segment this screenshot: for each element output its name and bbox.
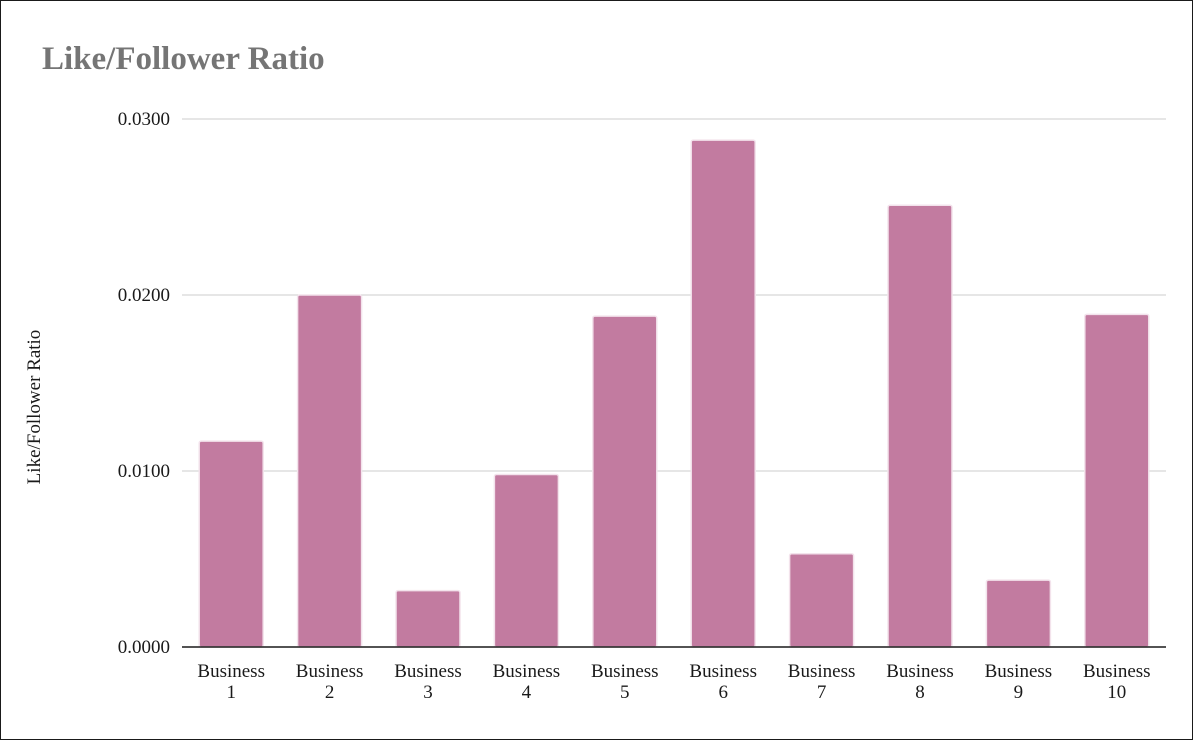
chart-title: Like/Follower Ratio [42, 41, 325, 77]
y-axis-title: Like/Follower Ratio [24, 330, 45, 485]
bar [296, 294, 363, 648]
y-tick-label: 0.0100 [118, 461, 170, 482]
bar [493, 473, 560, 648]
x-tick-label: Business 10 [1083, 661, 1151, 703]
bar [1084, 313, 1150, 648]
bar [985, 579, 1052, 648]
x-tick-label: Business 3 [394, 661, 462, 703]
bar [592, 315, 658, 648]
x-tick-label: Business 7 [788, 661, 856, 703]
y-tick-label: 0.0300 [118, 109, 170, 130]
x-tick-label: Business 8 [886, 661, 954, 703]
x-tick-labels: Business 1 Business 2 Business 3 Business 4 Busi… [197, 661, 1150, 703]
x-tick-label: Business 5 [591, 661, 659, 703]
x-tick-label: Business 4 [493, 661, 561, 703]
bar [690, 139, 756, 648]
bar [887, 204, 953, 648]
bar [788, 552, 855, 648]
x-tick-label: Business 9 [985, 661, 1053, 703]
bars [198, 139, 1150, 648]
bar [198, 440, 264, 648]
y-tick-label: 0.0000 [118, 637, 170, 658]
y-tick-labels: 0.0000 0.0100 0.0200 0.0300 [118, 109, 170, 658]
y-tick-label: 0.0200 [118, 285, 170, 306]
bar [395, 589, 461, 648]
x-tick-label: Business 6 [689, 661, 757, 703]
x-tick-label: Business 2 [296, 661, 364, 703]
x-tick-label: Business 1 [197, 661, 265, 703]
